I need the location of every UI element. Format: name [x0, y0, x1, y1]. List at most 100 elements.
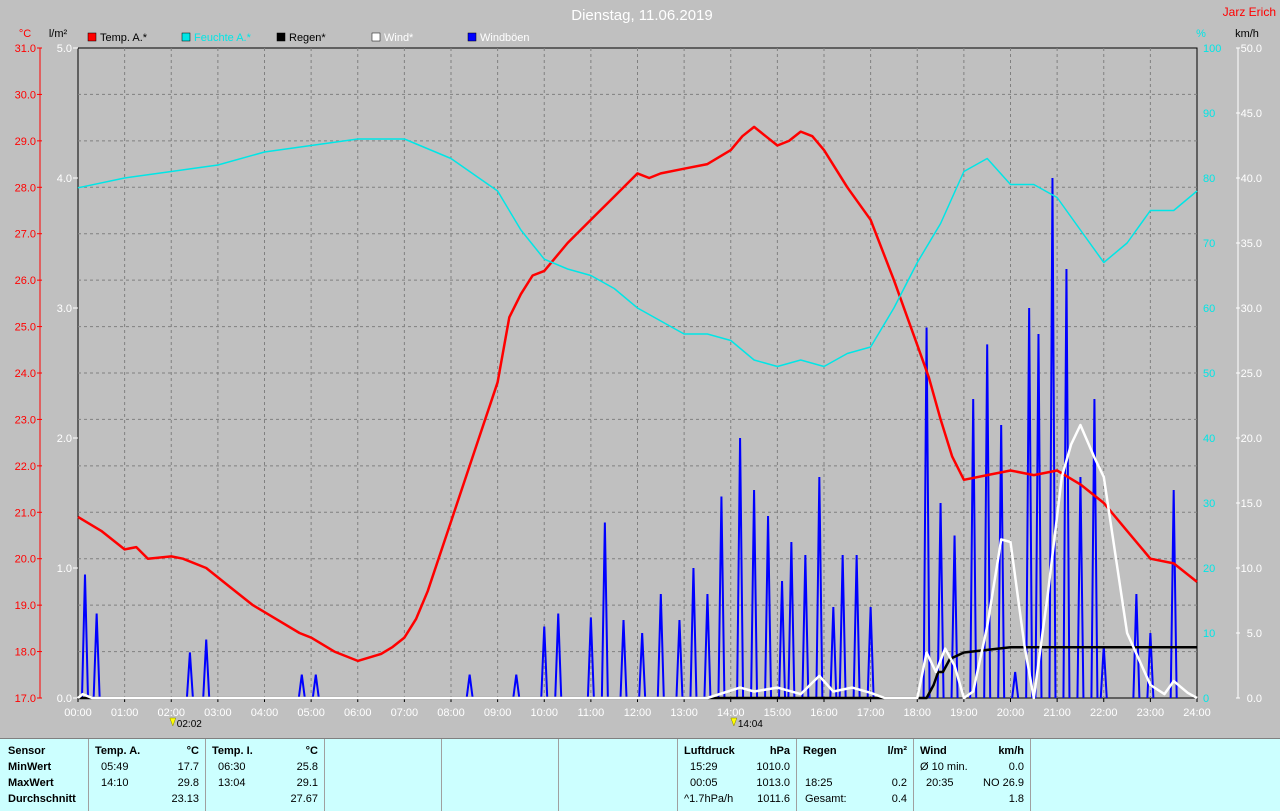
x-tick-label: 04:00 — [251, 707, 279, 719]
rain-tick-label: 5.0 — [57, 43, 72, 55]
stats-temp-a: Temp. A. °C 05:49 17.7 14:10 29.8 23.13 — [89, 739, 206, 811]
gust-spike — [829, 606, 838, 699]
gust-spike — [1146, 632, 1155, 699]
legend-label: Temp. A.* — [100, 32, 148, 44]
temp-a-unit: °C — [186, 745, 199, 757]
humidity-tick-label: 30 — [1203, 498, 1215, 510]
gust-spike — [1169, 489, 1178, 699]
gust-spike — [801, 554, 810, 699]
rain-unit: l/m² — [887, 745, 907, 757]
wind-tick-label: 20.0 — [1241, 433, 1262, 445]
gust-spike — [983, 344, 992, 699]
row-label-avg: Durchschnitt — [8, 793, 76, 805]
gust-spike — [936, 502, 945, 699]
temp-a-min-value: 17.7 — [177, 761, 199, 773]
wind-avg10-value: 0.0 — [1008, 761, 1024, 773]
gust-spike — [586, 617, 595, 699]
wind-tick-label: 0.0 — [1247, 693, 1262, 705]
temp-a-min-time: 05:49 — [101, 761, 129, 773]
temp-tick-label: 30.0 — [15, 89, 36, 101]
x-tick-label: 19:00 — [950, 707, 978, 719]
legend-label: Feuchte A.* — [194, 32, 252, 44]
pressure-header: Luftdruck — [684, 745, 735, 757]
gust-spike — [815, 476, 824, 699]
gust-spike — [787, 541, 796, 699]
pressure-min-value: 1010.0 — [756, 761, 790, 773]
gust-spike — [540, 626, 549, 699]
gust-spike — [600, 522, 609, 699]
x-tick-label: 05:00 — [297, 707, 325, 719]
wind-unit: km/h — [998, 745, 1024, 757]
rain-tick-label: 1.0 — [57, 563, 72, 575]
x-tick-label: 20:00 — [997, 707, 1025, 719]
legend-label: Regen* — [289, 32, 326, 44]
x-tick-label: 07:00 — [391, 707, 419, 719]
temp-a-max-time: 14:10 — [101, 777, 129, 789]
temp-tick-label: 31.0 — [15, 43, 36, 55]
gust-spike — [950, 535, 959, 699]
wind-tick-label: 25.0 — [1241, 368, 1262, 380]
stats-panel: Sensor MinWert MaxWert Durchschnitt Temp… — [0, 738, 1280, 811]
temp-i-min-time: 06:30 — [218, 761, 246, 773]
rain-max-value: 0.2 — [891, 777, 907, 789]
rain-total-label: Gesamt: — [805, 793, 847, 805]
rain-total-value: 0.4 — [891, 793, 907, 805]
temp-i-unit: °C — [305, 745, 318, 757]
rain-tick-label: 4.0 — [57, 173, 72, 185]
x-tick-label: 11:00 — [578, 707, 605, 719]
sensor-header: Sensor — [8, 745, 46, 757]
gust-spike — [997, 424, 1006, 699]
humidity-tick-label: 50 — [1203, 368, 1215, 380]
pressure-avg-value: 1011.6 — [757, 793, 790, 805]
x-tick-label: 06:00 — [344, 707, 372, 719]
humidity-unit-label: % — [1196, 28, 1206, 40]
x-tick-label: 09:00 — [484, 707, 512, 719]
stats-temp-i: Temp. I. °C 06:30 25.8 13:04 29.1 27.67 — [206, 739, 325, 811]
row-label-min: MinWert — [8, 761, 52, 773]
gust-spike — [202, 639, 211, 699]
wind-header: Wind — [920, 745, 947, 757]
gust-spike — [1025, 307, 1034, 699]
temp-tick-label: 23.0 — [15, 414, 36, 426]
x-tick-label: 23:00 — [1137, 707, 1165, 719]
temp-a-max-value: 29.8 — [177, 777, 199, 789]
temp-i-avg-value: 27.67 — [290, 793, 318, 805]
axes: 31.0 30.0 29.0 28.0 27.0 26.0 25.0 24.0 23.0 22.0… — [15, 43, 1262, 719]
gust-spike — [1132, 593, 1141, 699]
gust-spike — [1034, 333, 1043, 699]
stats-pressure: Luftdruck hPa 15:29 1010.0 00:05 1013.0 … — [678, 739, 797, 811]
x-tick-label: 15:00 — [764, 707, 792, 719]
gust-spike — [736, 437, 745, 699]
gust-spike — [852, 554, 861, 699]
time-markers: 02:02 14:04 — [169, 717, 763, 730]
gust-spike — [764, 515, 773, 699]
x-tick-label: 03:00 — [204, 707, 232, 719]
humidity-tick-label: 60 — [1203, 303, 1215, 315]
gust-spike — [717, 496, 726, 699]
wind-tick-label: 45.0 — [1241, 108, 1262, 120]
humidity-tick-label: 10 — [1203, 628, 1215, 640]
gust-spike — [1076, 476, 1085, 699]
temp-i-header: Temp. I. — [212, 745, 253, 757]
x-tick-label: 12:00 — [624, 707, 652, 719]
gust-spike — [512, 674, 521, 699]
wind-tick-label: 15.0 — [1241, 498, 1262, 510]
x-tick-label: 17:00 — [857, 707, 885, 719]
marker-label: 02:02 — [177, 719, 202, 730]
temp-i-min-value: 25.8 — [296, 761, 318, 773]
legend-swatch — [276, 32, 286, 42]
x-tick-label: 24:00 — [1183, 707, 1211, 719]
temp-tick-label: 21.0 — [15, 507, 36, 519]
weather-chart: Dienstag, 11.06.2019 Jarz Erich °C l/m² … — [15, 5, 1276, 730]
marker-label: 14:04 — [738, 719, 763, 730]
x-tick-label: 08:00 — [437, 707, 465, 719]
rain-max-time: 18:25 — [805, 777, 833, 789]
wind-tick-label: 30.0 — [1241, 303, 1262, 315]
gust-spike — [703, 593, 712, 699]
x-tick-label: 01:00 — [111, 707, 139, 719]
stats-empty-1 — [325, 739, 442, 811]
humidity-tick-label: 40 — [1203, 433, 1215, 445]
gust-spike — [297, 674, 306, 699]
marker-icon — [169, 717, 177, 727]
gust-spike — [1099, 645, 1108, 699]
